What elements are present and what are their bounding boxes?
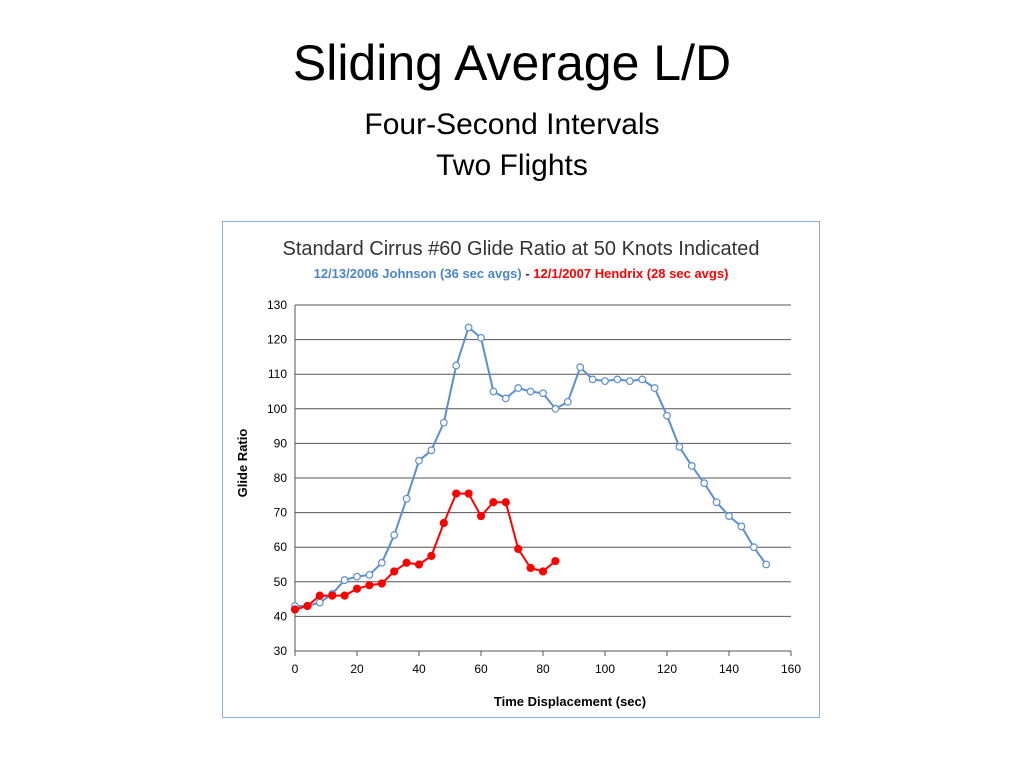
series-1-point xyxy=(601,377,609,386)
x-tick-label: 160 xyxy=(781,662,801,676)
subtitle-series1: 12/13/2006 Johnson (36 sec avgs) xyxy=(314,266,522,281)
slide-title: Sliding Average L/D xyxy=(292,35,732,91)
series-1-point xyxy=(712,498,721,507)
series-1-point xyxy=(737,522,746,531)
tick-labels: 30 40 50 60 70 80 90 100 110 120 130 0 20 40 60 80 100 12… xyxy=(267,298,801,676)
series-2-point xyxy=(390,567,399,576)
x-tick-label: 100 xyxy=(595,662,615,676)
series-1-point xyxy=(613,375,622,384)
glide-ratio-chart: Standard Cirrus #60 Glide Ratio at 50 Kn… xyxy=(235,238,801,709)
series-2-point xyxy=(352,584,362,593)
series-2-point xyxy=(340,591,349,600)
y-tick-label: 110 xyxy=(268,367,287,381)
series-1-point xyxy=(551,404,560,413)
series-1-point xyxy=(588,375,597,384)
series-1-point xyxy=(762,560,771,569)
series-1-point xyxy=(725,512,733,520)
series-2-point xyxy=(365,581,374,590)
series-2-point xyxy=(452,489,461,498)
series-1-point xyxy=(514,384,523,392)
y-tick-label: 70 xyxy=(274,506,288,520)
series-2-point xyxy=(402,558,411,567)
series-2 xyxy=(290,489,560,614)
slide-subtitle-flights: Two Flights xyxy=(436,149,588,182)
series-1-point xyxy=(700,479,709,488)
series-2-point xyxy=(414,560,424,569)
series-2-point xyxy=(526,563,535,573)
series-1-point xyxy=(464,323,473,332)
series-1-point xyxy=(501,394,510,403)
subtitle-series2: 12/1/2007 Hendrix (28 sec avgs) xyxy=(533,266,728,281)
series-1 xyxy=(291,323,771,610)
series-1-point xyxy=(526,387,535,396)
series-2-point xyxy=(514,544,523,554)
series-1-point xyxy=(402,494,411,503)
series-2-point xyxy=(501,498,510,507)
series-2-point xyxy=(377,579,386,588)
series-1-point xyxy=(650,384,659,392)
series-1-point xyxy=(415,456,423,465)
series-2-point xyxy=(315,591,324,600)
series-2-point xyxy=(476,511,486,521)
series-1-point xyxy=(638,375,647,384)
series-2-point xyxy=(290,605,300,614)
series-1-point xyxy=(353,572,361,581)
series-1-point xyxy=(749,543,758,552)
y-axis-label: Glide Ratio xyxy=(235,429,250,498)
series-1-point xyxy=(452,361,461,370)
series-1-point xyxy=(687,461,696,470)
y-tick-label: 130 xyxy=(267,298,287,312)
y-tick-label: 40 xyxy=(274,609,288,623)
series-2-point xyxy=(427,551,436,560)
series-2-point xyxy=(489,498,498,507)
series-1-point xyxy=(365,570,374,579)
series-layer xyxy=(290,323,771,614)
series-1-point xyxy=(427,446,436,455)
series-1-point xyxy=(439,418,448,427)
series-2-point xyxy=(538,567,548,576)
x-tick-label: 40 xyxy=(412,662,426,676)
series-2-point xyxy=(551,556,560,566)
chart-subtitle: 12/13/2006 Johnson (36 sec avgs) - 12/1/… xyxy=(314,266,729,281)
series-2-point xyxy=(464,489,473,498)
series-1-point xyxy=(663,411,671,420)
y-tick-label: 30 xyxy=(274,644,288,658)
x-tick-label: 20 xyxy=(350,662,364,676)
y-tick-label: 120 xyxy=(267,333,287,347)
x-tick-label: 80 xyxy=(536,662,550,676)
series-2-point xyxy=(303,601,312,611)
x-tick-label: 140 xyxy=(719,662,739,676)
subtitle-separator: - xyxy=(522,266,534,281)
x-tick-label: 120 xyxy=(657,662,677,676)
x-tick-label: 60 xyxy=(474,662,488,676)
y-tick-label: 60 xyxy=(274,540,288,554)
chart-title: Standard Cirrus #60 Glide Ratio at 50 Kn… xyxy=(283,238,760,260)
x-axis-label: Time Displacement (sec) xyxy=(494,694,646,709)
series-1-point xyxy=(489,387,498,396)
series-1-point xyxy=(477,333,485,342)
grid-lines xyxy=(294,304,792,656)
slide-subtitle-intervals: Four-Second Intervals xyxy=(364,108,660,141)
y-tick-label: 50 xyxy=(274,575,288,589)
series-2-point xyxy=(439,518,448,528)
x-tick-label: 0 xyxy=(292,662,299,676)
y-tick-label: 90 xyxy=(274,436,288,450)
series-1-point xyxy=(625,377,634,386)
series-1-point xyxy=(539,389,547,398)
series-2-point xyxy=(328,591,337,600)
series-1-point xyxy=(315,598,324,607)
y-tick-label: 100 xyxy=(267,402,287,416)
series-1-point xyxy=(576,363,585,372)
y-tick-label: 80 xyxy=(274,471,288,485)
series-2-line xyxy=(294,492,557,611)
series-1-point xyxy=(340,576,349,584)
series-1-point xyxy=(377,558,386,567)
series-1-point xyxy=(390,531,399,539)
chart-frame: Standard Cirrus #60 Glide Ratio at 50 Kn… xyxy=(222,221,820,718)
series-1-point xyxy=(675,442,684,451)
series-1-point xyxy=(563,397,572,406)
